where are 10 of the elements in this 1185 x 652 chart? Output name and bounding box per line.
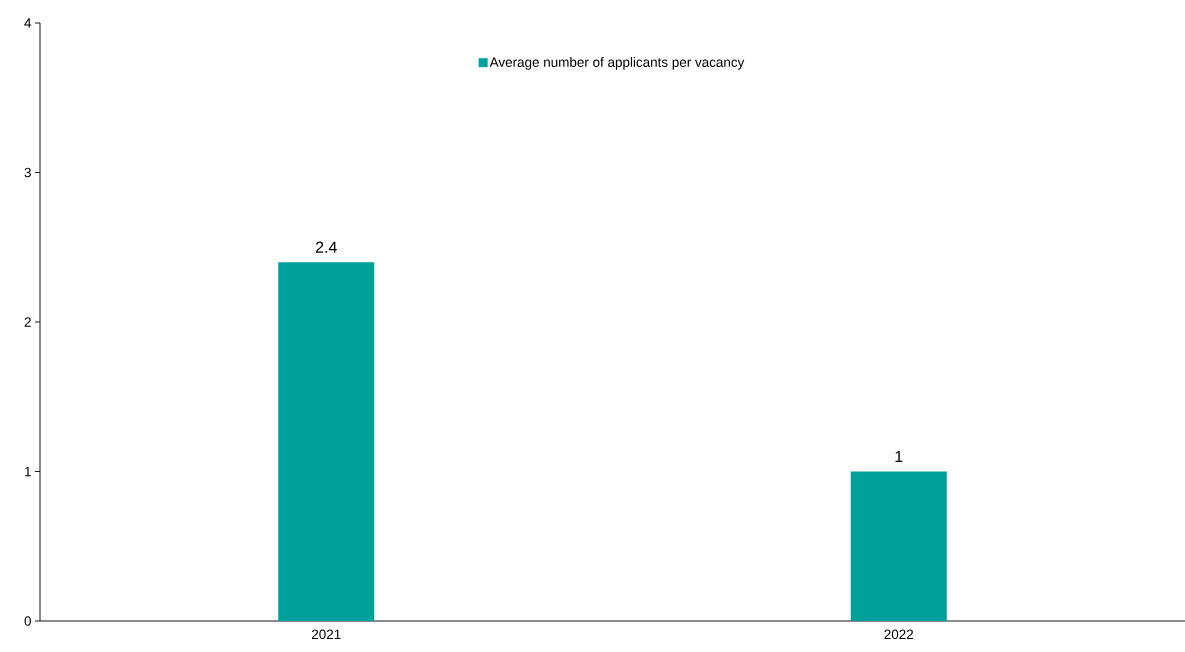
y-tick-label: 1 [25,466,31,477]
y-tick-label: 0 [24,616,31,626]
legend-label: Average number of applicants per vacancy [489,57,745,70]
x-tick-label: 2021 [311,629,341,640]
y-tick-label: 4 [24,18,32,28]
data-label: 1 [895,451,903,462]
y-tick-label: 2 [24,317,31,327]
data-label: 2.4 [315,241,337,253]
y-tick-label: 3 [24,167,31,178]
x-tick-label: 2022 [884,629,914,640]
